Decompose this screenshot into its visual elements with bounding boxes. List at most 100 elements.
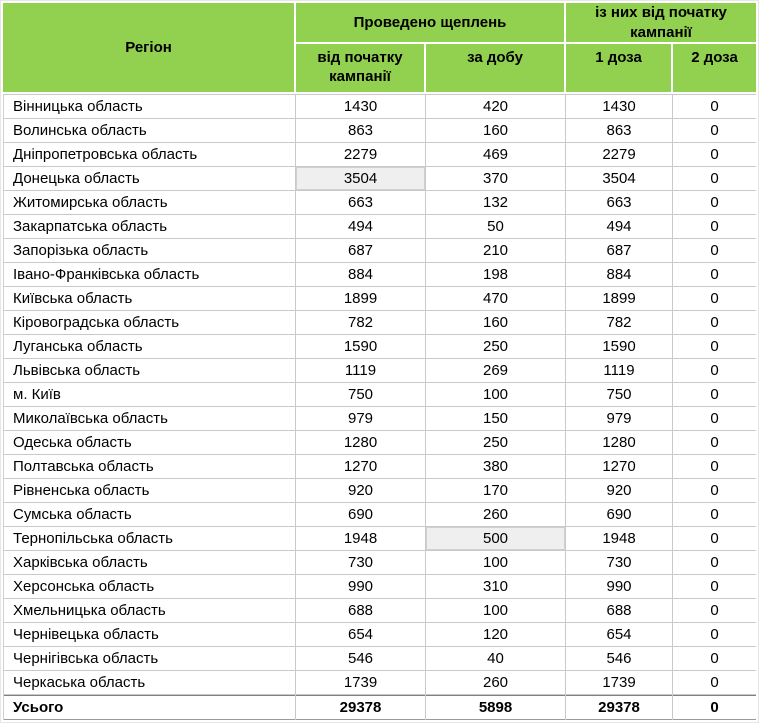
value-since-start-cell: 663 [296,191,425,214]
value-dose-2-cell: 0 [673,479,756,502]
value-dose-1-cell: 3504 [566,167,672,190]
region-cell: Закарпатська область [4,215,295,238]
value-dose-2-cell: 0 [673,215,756,238]
value-since-start-cell: 1899 [296,287,425,310]
region-cell: Чернігівська область [4,647,295,670]
value-since-start-cell: 979 [296,407,425,430]
value-per-day-cell: 40 [426,647,565,670]
value-since-start-cell: 1590 [296,335,425,358]
value-per-day-cell: 198 [426,263,565,286]
value-dose-2-cell: 0 [673,383,756,406]
value-since-start-cell: 884 [296,263,425,286]
value-since-start-cell: 2279 [296,143,425,166]
value-since-start-cell: 750 [296,383,425,406]
value-dose-2-cell: 0 [673,311,756,334]
value-since-start-cell: 1280 [296,431,425,454]
region-cell: Донецька область [4,167,295,190]
value-dose-2-cell: 0 [673,647,756,670]
value-dose-2-cell: 0 [673,143,756,166]
value-dose-1-cell: 546 [566,647,672,670]
value-per-day-cell: 370 [426,167,565,190]
region-cell: Миколаївська область [4,407,295,430]
value-dose-2-cell: 0 [673,503,756,526]
total-value-dose-1: 29378 [566,695,672,720]
value-dose-2-cell: 0 [673,431,756,454]
value-since-start-cell: 690 [296,503,425,526]
value-dose-2-cell: 0 [673,263,756,286]
value-dose-2-cell: 0 [673,599,756,622]
value-dose-1-cell: 690 [566,503,672,526]
value-dose-1-cell: 1948 [566,527,672,550]
value-dose-2-cell: 0 [673,455,756,478]
value-per-day-cell: 170 [426,479,565,502]
value-per-day-cell: 150 [426,407,565,430]
value-dose-2-cell: 0 [673,287,756,310]
value-since-start-cell: 688 [296,599,425,622]
value-per-day-cell: 120 [426,623,565,646]
value-per-day-cell: 250 [426,431,565,454]
value-dose-2-cell: 0 [673,359,756,382]
value-dose-1-cell: 654 [566,623,672,646]
region-cell: Житомирська область [4,191,295,214]
value-since-start-cell: 546 [296,647,425,670]
region-cell: Черкаська область [4,671,295,694]
value-per-day-cell: 210 [426,239,565,262]
value-dose-2-cell: 0 [673,167,756,190]
header-sub-since-campaign-start: від початку кампанії [296,44,424,92]
region-cell: Хмельницька область [4,599,295,622]
value-dose-1-cell: 1739 [566,671,672,694]
value-dose-2-cell: 0 [673,527,756,550]
region-cell: Київська область [4,287,295,310]
region-cell: Львівська область [4,359,295,382]
value-since-start-cell: 730 [296,551,425,574]
value-dose-2-cell: 0 [673,407,756,430]
region-cell: Вінницька область [4,95,295,118]
value-dose-2-cell: 0 [673,335,756,358]
header-region: Регіон [3,3,294,92]
value-dose-2-cell: 0 [673,551,756,574]
value-dose-1-cell: 1119 [566,359,672,382]
region-cell: Рівненська область [4,479,295,502]
value-since-start-cell: 990 [296,575,425,598]
value-per-day-cell: 50 [426,215,565,238]
region-cell: Луганська область [4,335,295,358]
value-dose-2-cell: 0 [673,575,756,598]
value-per-day-cell: 100 [426,551,565,574]
value-dose-1-cell: 920 [566,479,672,502]
value-per-day-cell: 260 [426,671,565,694]
value-dose-1-cell: 1430 [566,95,672,118]
region-cell: Кіровоградська область [4,311,295,334]
value-dose-1-cell: 494 [566,215,672,238]
value-per-day-cell: 100 [426,599,565,622]
value-dose-2-cell: 0 [673,623,756,646]
value-dose-1-cell: 687 [566,239,672,262]
value-per-day-cell: 420 [426,95,565,118]
region-cell: Запорізька область [4,239,295,262]
region-cell: Одеська область [4,431,295,454]
value-since-start-cell: 1430 [296,95,425,118]
value-per-day-cell: 132 [426,191,565,214]
total-value-per-day: 5898 [426,695,565,720]
header-group-since-campaign-start: із них від початку кампанії [566,3,756,42]
value-dose-1-cell: 730 [566,551,672,574]
table-header: Регіон Проведено щеплень із них від поча… [3,3,756,92]
value-dose-1-cell: 663 [566,191,672,214]
region-cell: Чернівецька область [4,623,295,646]
value-since-start-cell: 1739 [296,671,425,694]
value-since-start-cell: 920 [296,479,425,502]
value-per-day-cell: 250 [426,335,565,358]
value-dose-1-cell: 863 [566,119,672,142]
value-dose-1-cell: 688 [566,599,672,622]
value-per-day-cell: 469 [426,143,565,166]
value-since-start-cell: 1948 [296,527,425,550]
header-sub-per-day: за добу [426,44,564,92]
value-per-day-cell: 100 [426,383,565,406]
table-body: Вінницька область 1430 420 1430 0 Волинська о… [3,94,756,720]
value-per-day-cell: 380 [426,455,565,478]
value-since-start-cell: 1119 [296,359,425,382]
value-dose-2-cell: 0 [673,95,756,118]
value-since-start-cell: 782 [296,311,425,334]
value-since-start-cell: 863 [296,119,425,142]
value-dose-1-cell: 990 [566,575,672,598]
